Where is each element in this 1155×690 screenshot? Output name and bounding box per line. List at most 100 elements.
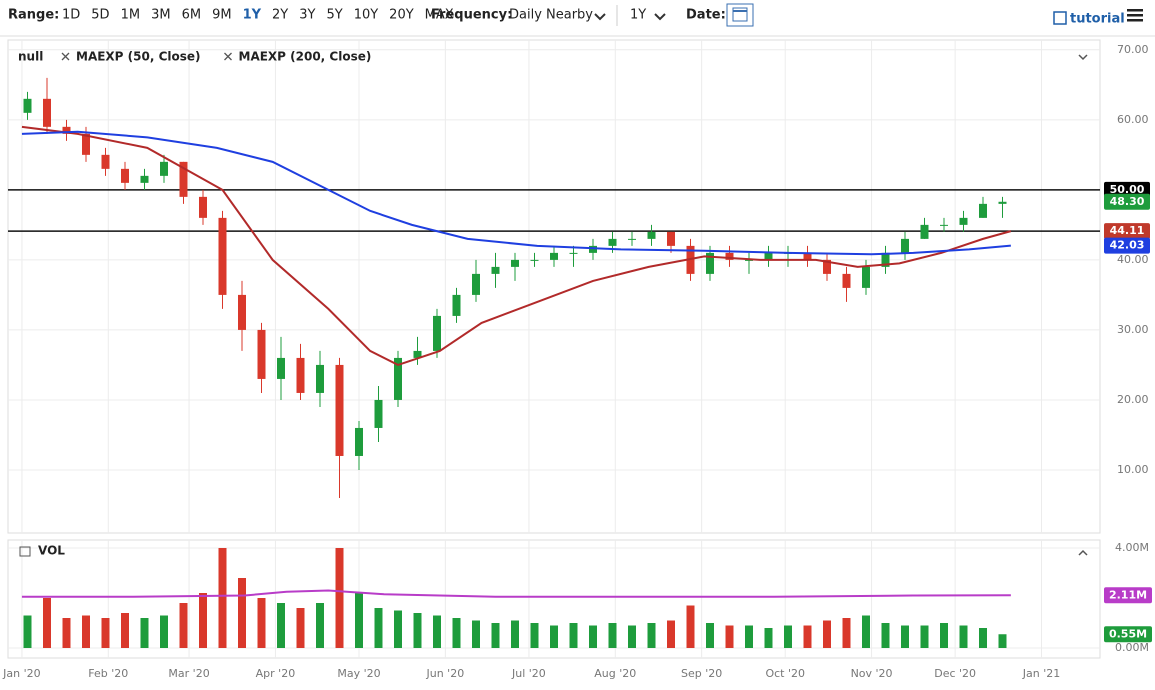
candle-body [101, 154, 110, 169]
candle-body [608, 238, 617, 246]
volume-bar [725, 625, 734, 648]
range-button[interactable]: 6M [182, 8, 202, 23]
candle-body [530, 259, 539, 261]
period-select[interactable]: 1Y [630, 8, 646, 23]
frequency-select[interactable]: Daily Nearby [509, 8, 593, 23]
price-panel [7, 39, 1101, 534]
volume-bar [140, 618, 149, 648]
volume-bar [881, 623, 890, 648]
candle-body [550, 252, 558, 260]
plot: Jan '20 Feb '20 Mar '20 Apr '20 May '20 Jun '… [2, 40, 1152, 680]
candle-body [569, 252, 578, 254]
volume-bar [257, 598, 266, 648]
candle-body [920, 224, 929, 239]
range-button[interactable]: 9M [212, 8, 232, 23]
volume-tag-label: 2.11M [1109, 588, 1147, 601]
range-button[interactable]: 5Y [326, 8, 342, 23]
candle-body [998, 201, 1007, 204]
range-button[interactable]: 1Y [243, 8, 262, 23]
volume-bar [686, 605, 695, 648]
x-tick-label: Nov '20 [851, 667, 893, 680]
candle-body [257, 329, 266, 379]
x-tick-label: Jan '21 [1022, 667, 1060, 680]
volume-bar [374, 608, 383, 648]
volume-bar [628, 625, 636, 648]
volume-bar [920, 625, 929, 648]
y-tick-label: 4.00M [1115, 541, 1149, 554]
tutorial-link[interactable]: tutorial [1070, 12, 1125, 27]
calendar-button[interactable] [726, 3, 754, 27]
price-tag [1104, 223, 1150, 240]
range-button[interactable]: 10Y [354, 8, 379, 23]
candle-body [316, 364, 324, 393]
x-tick-label: Jul '20 [511, 667, 546, 680]
legend-entry: null [18, 50, 43, 64]
price-tag-label: 44.11 [1110, 224, 1145, 237]
volume-bar [550, 625, 558, 648]
x-tick-label: Apr '20 [256, 667, 296, 680]
volume-bar [316, 603, 324, 648]
volume-bar [530, 623, 539, 648]
volume-bar [589, 625, 597, 648]
candle-body [959, 217, 968, 225]
candle-body [413, 350, 422, 358]
moving-average [21, 125, 1012, 367]
y-tick-label: 10.00 [1117, 463, 1149, 476]
candle-body [647, 231, 656, 239]
volume-bar [335, 548, 344, 648]
chevron [654, 13, 666, 21]
candle-body [355, 427, 363, 456]
volume-bar [160, 615, 168, 648]
candle-body [842, 273, 851, 288]
volume-bar [511, 620, 519, 648]
volume-bar [784, 625, 792, 648]
candle-body [940, 224, 948, 226]
range-button[interactable]: 2Y [272, 8, 288, 23]
candle-body [160, 161, 168, 176]
candle-body [979, 203, 987, 218]
x-tick-label: May '20 [337, 667, 380, 680]
expand-icon[interactable] [1078, 549, 1088, 556]
remove-icon[interactable] [224, 52, 232, 61]
candle-body [62, 126, 71, 134]
x-tick-label: Mar '20 [168, 667, 209, 680]
volume-bar [179, 603, 188, 648]
volume-bar [959, 625, 968, 648]
candle-body [218, 217, 227, 295]
x-tick-label: Sep '20 [681, 667, 722, 680]
price-tag-label: 50.00 [1110, 183, 1145, 196]
candle-body [901, 238, 909, 253]
range-button[interactable]: MAX [425, 8, 454, 23]
volume-bar [296, 608, 305, 648]
candle-body [628, 238, 636, 240]
volume-bar [667, 620, 675, 648]
volume-bar [413, 613, 422, 648]
candle-body [43, 98, 51, 127]
volume-tag-label: 0.55M [1109, 627, 1147, 640]
range-button[interactable]: 3Y [299, 8, 315, 23]
candle-body [121, 168, 129, 183]
volume-bar [823, 620, 831, 648]
menu-button[interactable] [1127, 9, 1143, 22]
collapse-icon[interactable] [1078, 54, 1088, 61]
volume-bar [62, 618, 71, 648]
x-tick-label: Dec '20 [934, 667, 976, 680]
candle-body [862, 266, 870, 288]
frequency-label: Frequency: [431, 8, 512, 23]
volume-bar [199, 593, 207, 648]
range-button[interactable]: 1D [62, 8, 80, 23]
y-tick-label: 20.00 [1117, 393, 1149, 406]
range-button[interactable]: 3M [151, 8, 171, 23]
candle-body [238, 294, 246, 330]
y-tick-label: 40.00 [1117, 253, 1149, 266]
candle-body [803, 252, 812, 260]
candle-body [374, 399, 383, 428]
remove-icon[interactable] [61, 52, 70, 61]
range-button[interactable]: 1M [121, 8, 141, 23]
volume-average [21, 589, 1011, 598]
range-button[interactable]: 5D [91, 8, 109, 23]
range-button[interactable]: 20Y [389, 8, 414, 23]
volume-bar [842, 618, 851, 648]
y-tick-label: 70.00 [1117, 43, 1149, 56]
